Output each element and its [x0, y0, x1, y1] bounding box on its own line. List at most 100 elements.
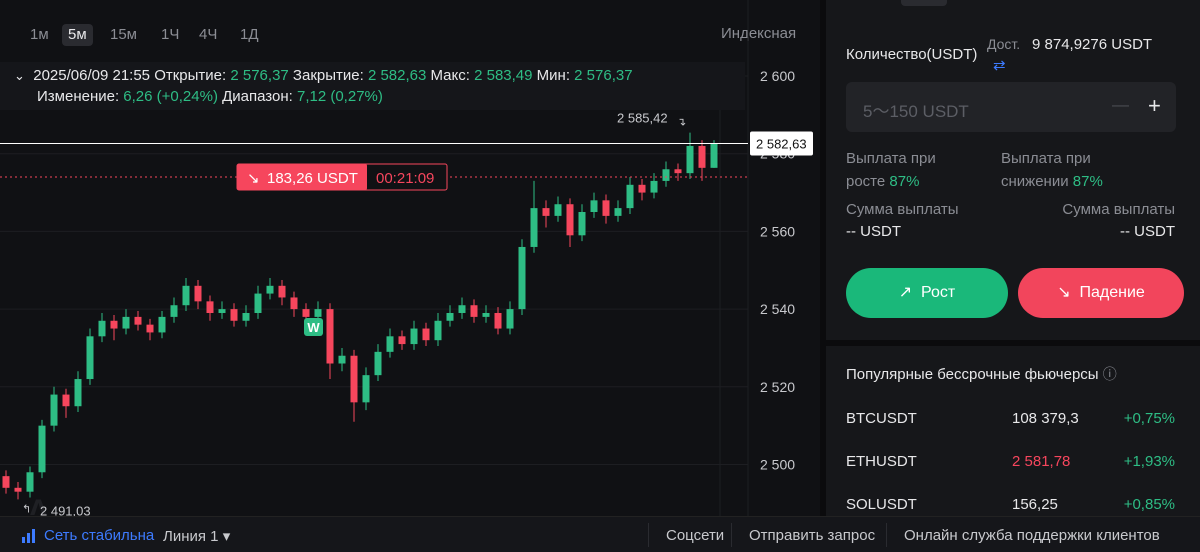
plus[interactable]: + [1148, 93, 1161, 118]
avail-value: 9 874,9276 USDT [1032, 36, 1153, 53]
candle-body [662, 169, 670, 181]
candle-body [686, 145, 694, 174]
symbol[interactable]: ETHUSDT [846, 453, 917, 470]
down-label: Падение [1079, 284, 1145, 301]
timeframe[interactable]: 15м [110, 26, 137, 43]
min-label: 2 491,03 [40, 503, 91, 516]
payout-label: Выплата при [1001, 150, 1091, 167]
candle-body [578, 212, 586, 236]
info-value: 7,12 (0,27%) [296, 88, 383, 105]
line-select[interactable]: Линия 1 ▾ [163, 528, 231, 545]
candle-body [698, 145, 706, 168]
y-tick-label: 2 600 [760, 68, 795, 84]
order-card: Количество(USDT) Дост. 9 874,9276 USDT ⇄… [826, 0, 1200, 340]
minus[interactable]: — [1112, 95, 1129, 114]
candle-body [494, 313, 502, 329]
change: +1,93% [1123, 453, 1175, 470]
y-tick-label: 2 540 [760, 301, 795, 317]
candle-body [254, 293, 262, 313]
placeholder: 5～150 USDT [863, 102, 969, 121]
candle-body [434, 320, 442, 341]
info-label: Макс: [430, 67, 470, 84]
index-mode[interactable]: Индексная [721, 25, 797, 42]
info-value: 2 576,37 [230, 67, 289, 84]
candle-body [302, 309, 310, 317]
sum-value: -- USDT [1120, 223, 1175, 240]
candle-body [710, 143, 718, 168]
payout-label: Выплата при [846, 150, 936, 167]
info-label: Мин: [536, 67, 570, 84]
signal-icon [22, 529, 35, 543]
candle-body [110, 320, 118, 329]
candle-body [518, 246, 526, 310]
payout-word: снижении [1001, 173, 1069, 190]
candle-body [590, 200, 598, 212]
candle-body [218, 309, 226, 313]
payout-value: 87% [1072, 173, 1103, 190]
candle-body [386, 336, 394, 352]
candle-body [614, 208, 622, 216]
payout-text: снижении 87% [1001, 173, 1103, 190]
candle-body [62, 394, 70, 407]
symbol[interactable]: SOLUSDT [846, 496, 917, 513]
timeframe[interactable]: 4Ч [199, 26, 218, 43]
info-line: Изменение: 6,26 (+0,24%) Диапазон: 7,12 … [14, 86, 745, 107]
timeframe[interactable]: 5м [62, 24, 93, 46]
y-tick-label: 2 500 [760, 457, 795, 473]
candle-body [638, 184, 646, 193]
info-value: 6,26 (+0,24%) [123, 88, 218, 105]
qty-label: Количество(USDT) [846, 46, 978, 63]
down-button[interactable]: ↘ Падение [1018, 268, 1184, 318]
footer-link[interactable]: Отправить запрос [749, 527, 876, 544]
footer-link[interactable]: Соцсети [666, 527, 725, 544]
candle-body [98, 320, 106, 337]
line: Линия 1 [163, 528, 219, 545]
candle-body [338, 355, 346, 364]
price: 2 581,78 [1012, 453, 1071, 470]
event-badge [304, 318, 323, 336]
candle-body [38, 425, 46, 473]
order-box-fill [237, 164, 367, 191]
candle-body [230, 309, 238, 321]
info-line: ⌄ 2025/06/09 21:55 Открытие: 2 576,37 За… [14, 67, 633, 84]
candle-body [398, 336, 406, 345]
candle-body [350, 355, 358, 403]
candle-body [86, 336, 94, 380]
footer-link[interactable]: Онлайн служба поддержки клиентов [904, 527, 1160, 544]
info-value: 2 583,49 [474, 67, 533, 84]
y-tick-label: 2 520 [760, 379, 795, 395]
candle-body [458, 305, 466, 313]
payout-text: росте 87% [846, 173, 919, 190]
amount-input[interactable]: 5～150 USDT — + [846, 82, 1176, 132]
payout-word: росте [846, 173, 886, 190]
y-tick-label: 2 560 [760, 223, 795, 239]
candle-body [362, 375, 370, 403]
candle-body [374, 351, 382, 376]
info-label: Диапазон: [222, 88, 293, 105]
footer: Сеть стабильна Линия 1 ▾ Соцсети Отправит… [0, 516, 1200, 552]
max-label: 2 585,42 [617, 111, 668, 126]
candle-body [422, 328, 430, 341]
candle-body [278, 285, 286, 298]
futures-card: Популярные бессрочные фьючерсы ⓘ BTCUSDT… [826, 346, 1200, 516]
tab[interactable] [901, 0, 947, 6]
candle-body [206, 301, 214, 313]
timeframe[interactable]: 1Ч [161, 26, 180, 43]
info-label: Изменение: [37, 88, 120, 105]
order-arrow: ↘ [247, 170, 260, 187]
order-timer: 00:21:09 [376, 170, 434, 187]
chart-panel: 1м 5м 15м 1Ч 4Ч 1Д Индексная 2 500 2 520 2 540 2… [0, 0, 813, 516]
symbol[interactable]: BTCUSDT [846, 410, 917, 427]
ohlc-info: ⌄ 2025/06/09 21:55 Открытие: 2 576,37 За… [0, 62, 745, 110]
up-button[interactable]: ↗ Рост [846, 268, 1008, 318]
candle-body [146, 324, 154, 333]
info-label: Закрытие: [292, 67, 364, 84]
timeframe[interactable]: 1м [30, 26, 49, 43]
timeframe[interactable]: 1Д [240, 26, 259, 43]
swap-icon[interactable]: ⇄ [993, 57, 1006, 74]
separator [731, 523, 732, 547]
info-label: Открытие: [154, 67, 227, 84]
candle-body [626, 184, 634, 209]
order-amount: 183,26 USDT [267, 170, 358, 187]
